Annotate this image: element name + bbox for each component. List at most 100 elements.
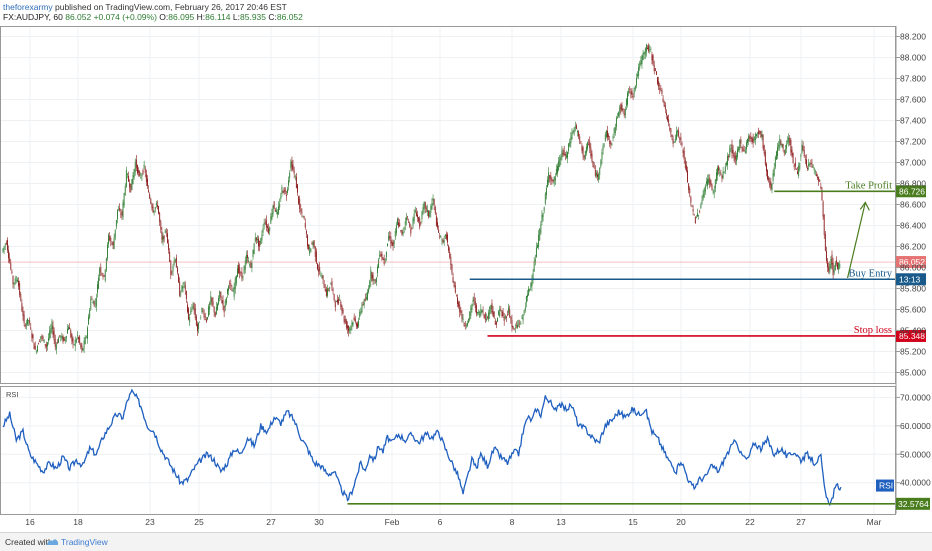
candle-body — [652, 55, 654, 65]
candle-body — [528, 288, 530, 296]
candle-body — [679, 137, 681, 140]
candle-body — [22, 310, 24, 316]
tradingview-brand[interactable]: TradingView — [61, 537, 108, 547]
candle-body — [371, 272, 373, 279]
candle-body — [355, 323, 357, 327]
price-tick-label: 86.800 — [900, 179, 926, 189]
candle-body — [364, 298, 366, 301]
candle-body — [10, 262, 12, 269]
candle-body — [102, 275, 104, 277]
candle-body — [720, 173, 722, 175]
candle-body — [552, 180, 554, 182]
candle-body — [638, 66, 640, 76]
candle-body — [611, 144, 613, 145]
candle-body — [67, 328, 68, 334]
candle-body — [381, 253, 383, 259]
candle-body — [404, 221, 406, 226]
candle-body — [730, 148, 732, 149]
candle-body — [278, 206, 280, 214]
candle-body — [62, 336, 64, 342]
rsi-support-tag — [896, 497, 930, 510]
candle-body — [141, 174, 143, 177]
candle-body — [260, 238, 262, 244]
candle-body — [18, 280, 20, 287]
candle-body — [382, 258, 384, 260]
candle-body — [774, 157, 776, 167]
candle-body — [553, 176, 555, 185]
candle-body — [337, 299, 338, 303]
candle-body — [119, 208, 121, 211]
candle-body — [63, 337, 65, 341]
candle-body — [118, 209, 120, 211]
candle-body — [463, 322, 465, 327]
candle-body — [9, 257, 11, 263]
candle-body — [511, 319, 513, 328]
time-tick-label: 8 — [510, 517, 515, 527]
close-value: 86.052 — [276, 12, 303, 22]
candle-body — [109, 236, 111, 241]
candle-body — [189, 317, 191, 323]
candle-body — [724, 166, 726, 172]
candle-body — [374, 279, 376, 281]
candle-body — [319, 267, 321, 272]
candle-body — [742, 147, 744, 152]
candle-body — [697, 213, 698, 217]
rsi-line — [2, 388, 842, 507]
candle-body — [20, 294, 22, 300]
candle-body — [595, 172, 597, 176]
candle-body — [101, 273, 103, 275]
candle-body — [135, 159, 137, 168]
candle-body — [181, 285, 183, 292]
candle-body — [113, 237, 115, 249]
candle-body — [52, 325, 54, 335]
candle-body — [541, 214, 543, 223]
candle-body — [480, 309, 482, 316]
candle-body — [407, 216, 408, 218]
candle-body — [485, 318, 487, 321]
candle-body — [360, 310, 362, 314]
candle-body — [714, 179, 716, 189]
price-axis[interactable]: 85.000 85.200 85.400 85.600 85.800 86.000 86.2… — [896, 32, 926, 378]
symbol-info: FX:AUDJPY, 60 86.052 +0.074 (+0.09%) O:8… — [3, 12, 303, 22]
candle-body — [822, 201, 824, 217]
candle-body — [672, 138, 674, 144]
candle-body — [88, 316, 90, 325]
candle-body — [572, 131, 574, 133]
candle-body — [349, 328, 351, 331]
candle-body — [487, 317, 488, 318]
candle-body — [332, 289, 334, 291]
candle-body — [657, 77, 658, 84]
price-tick-label: 85.400 — [900, 326, 926, 336]
candle-body — [694, 217, 696, 223]
candle-body — [709, 178, 711, 185]
candle-body — [51, 322, 53, 330]
time-axis[interactable]: 16 18 23 25 27 30 Feb 6 8 13 15 20 22 27 Mar — [25, 517, 881, 527]
candle-body — [182, 286, 184, 289]
candle-body — [394, 231, 396, 238]
candle-body — [398, 222, 400, 227]
rsi-series: 32.5764 RSI — [2, 388, 930, 510]
candle-body — [33, 343, 35, 350]
candle-body — [115, 220, 117, 227]
price-chart[interactable]: 86.052 Take Profit 86.726 Buy Entry 13:13 Sto… — [0, 0, 932, 532]
price-tick-label: 86.200 — [900, 242, 926, 252]
candle-body — [722, 171, 724, 178]
candle-body — [427, 209, 428, 212]
current-price-label: 86.052 — [899, 257, 925, 267]
candle-body — [458, 302, 460, 307]
candle-body — [233, 286, 235, 297]
price-tick-label: 86.400 — [900, 221, 926, 231]
candle-body — [164, 230, 166, 233]
candle-body — [490, 305, 492, 310]
candle-body — [60, 336, 62, 338]
candle-body — [305, 231, 307, 234]
candle-body — [298, 196, 300, 204]
candle-body — [702, 194, 704, 200]
author-name[interactable]: theforexarmy — [3, 2, 53, 12]
candle-body — [450, 256, 452, 266]
candle-body — [585, 146, 587, 154]
candle-body — [539, 228, 541, 241]
candle-body — [269, 227, 271, 231]
target-arrow-shaft — [846, 202, 866, 279]
price-change: +0.074 (+0.09%) — [93, 12, 157, 22]
